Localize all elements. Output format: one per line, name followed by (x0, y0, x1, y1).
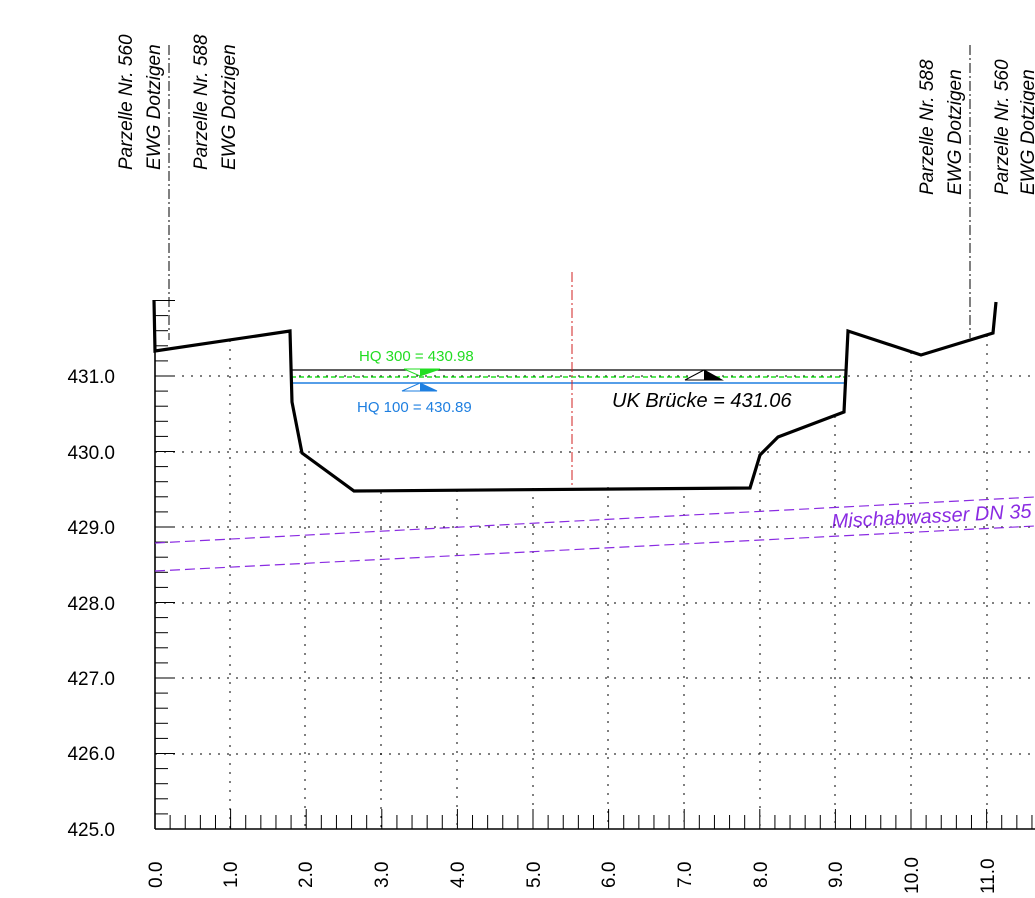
parcel-label-line2: EWG Dotzigen (144, 44, 165, 170)
x-tick-label: 3.0 (372, 862, 393, 888)
parcel-label-line2: EWG Dotzigen (1018, 69, 1035, 195)
y-axis-labels: 425.0 426.0 427.0 428.0 429.0 430.0 431.… (67, 367, 115, 841)
y-tick-label: 428.0 (67, 594, 115, 615)
x-tick-label: 1.0 (221, 862, 242, 888)
x-tick-label: 5.0 (524, 862, 545, 888)
y-tick-label: 426.0 (67, 744, 115, 765)
parcel-boundary-lines (168, 45, 971, 340)
y-minor-ticks (155, 300, 175, 830)
parcel-label-line1: Parzelle Nr. 560 (992, 59, 1013, 195)
sewer-pipe (154, 496, 1035, 572)
bridge-marker (684, 369, 724, 381)
x-tick-label: 2.0 (296, 862, 317, 888)
parcel-label-line1: Parzelle Nr. 560 (116, 34, 137, 170)
x-tick-label: 4.0 (448, 862, 469, 888)
y-tick-label: 431.0 (67, 367, 115, 388)
x-tick-label: 8.0 (751, 862, 772, 888)
x-tick-label: 7.0 (675, 862, 696, 888)
hq300-label: HQ 300 = 430.98 (359, 348, 474, 365)
x-axis-labels: 0.0 1.0 2.0 3.0 4.0 5.0 6.0 7.0 8.0 9.0 … (146, 857, 999, 894)
x-tick-label: 0.0 (146, 862, 167, 888)
parcel-label-line1: Parzelle Nr. 588 (191, 34, 212, 170)
x-tick-label: 6.0 (599, 862, 620, 888)
axes (154, 350, 1035, 830)
x-tick-label: 11.0 (978, 858, 999, 894)
x-minor-ticks (154, 809, 1033, 829)
grid-horizontal (155, 375, 1035, 755)
x-tick-label: 10.0 (902, 857, 923, 894)
hq100-marker (401, 382, 438, 392)
bridge-label: UK Brücke = 431.06 (612, 390, 792, 412)
parcel-labels: Parzelle Nr. 560 EWG Dotzigen Parzelle N… (116, 34, 1035, 195)
grid-vertical (229, 335, 988, 829)
x-tick-label: 9.0 (826, 862, 847, 888)
y-tick-label: 429.0 (67, 518, 115, 539)
y-tick-label: 425.0 (67, 820, 115, 841)
parcel-label-line2: EWG Dotzigen (219, 44, 240, 170)
parcel-label-line2: EWG Dotzigen (945, 69, 966, 195)
hq100-label: HQ 100 = 430.89 (357, 399, 472, 416)
y-tick-label: 430.0 (67, 443, 115, 464)
terrain-profile (152, 299, 998, 493)
parcel-label-line1: Parzelle Nr. 588 (917, 59, 938, 195)
hq300-marker (403, 368, 441, 377)
y-tick-label: 427.0 (67, 669, 115, 690)
